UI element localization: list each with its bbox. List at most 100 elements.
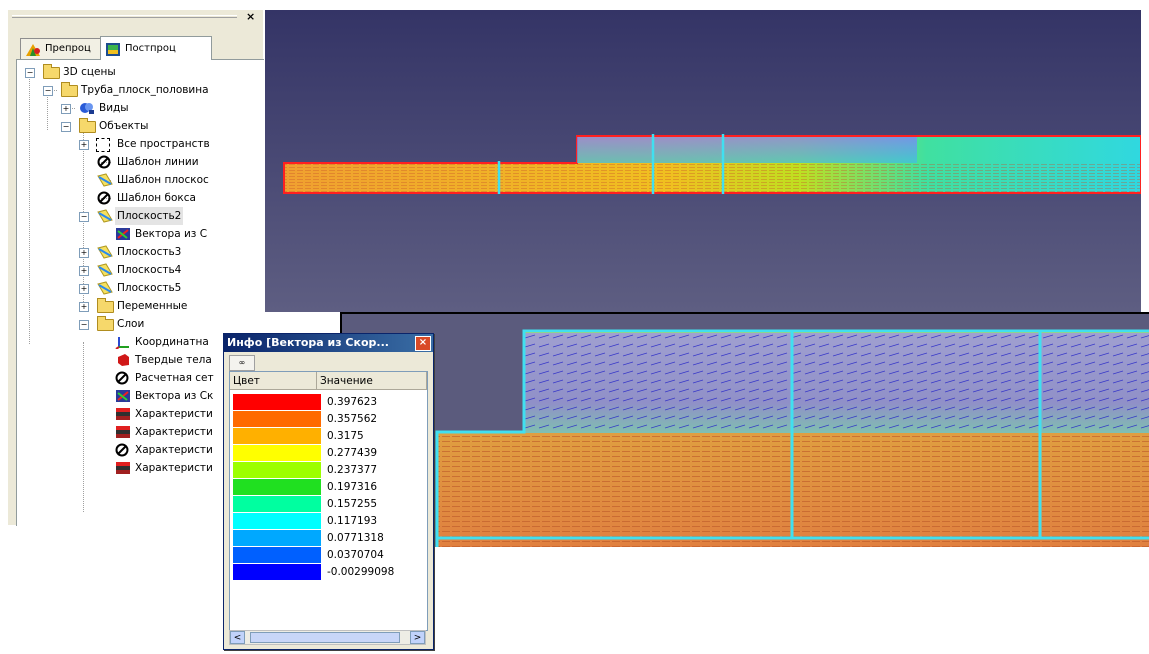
tree-expander[interactable]: −	[61, 122, 71, 132]
tree-item-layer-char3[interactable]: Характеристи	[97, 441, 264, 459]
flow-scene-zoom	[435, 329, 1149, 547]
tree-expander[interactable]: +	[79, 248, 89, 258]
tab-preprocessor-label: Препроц	[45, 43, 91, 54]
viewport-3d-zoom[interactable]	[340, 312, 1149, 547]
folder-icon	[97, 316, 114, 331]
tree-item-label: Труба_плоск_половина	[81, 84, 209, 96]
tree-item-plane2[interactable]: − Плоскость2	[79, 207, 264, 225]
column-header-value[interactable]: Значение	[317, 372, 427, 390]
legend-swatch	[233, 428, 321, 444]
tree-item-views[interactable]: + Виды	[61, 99, 256, 117]
plane-icon	[97, 209, 113, 223]
vectors-icon	[116, 390, 130, 402]
preprocessor-icon	[26, 44, 40, 56]
legend-value: 0.277439	[327, 447, 378, 459]
legend-value: 0.117193	[327, 515, 378, 527]
folder-icon	[97, 298, 114, 313]
legend-value: -0.00299098	[327, 566, 395, 578]
legend-swatch	[233, 564, 321, 580]
tree-item-label: Шаблон линии	[117, 156, 199, 168]
scene-tree: − 3D сцены − Труба_плоск_половина + Виды…	[16, 59, 264, 526]
tree-item-box-template[interactable]: Шаблон бокса	[79, 189, 264, 207]
tree-item-vectors[interactable]: Вектора из С	[97, 225, 264, 243]
tree-item-layer-char4[interactable]: Характеристи	[97, 459, 264, 477]
legend-value: 0.397623	[327, 396, 378, 408]
tree-item-label: Расчетная сет	[135, 372, 214, 384]
tree-item-label: Вектора из Ск	[135, 390, 214, 402]
tree-item-plane4[interactable]: + Плоскость4	[79, 261, 264, 279]
tree-item-label: Характеристи	[135, 444, 213, 456]
forbidden-icon	[97, 191, 111, 205]
characteristic-icon	[116, 408, 130, 420]
tree-expander[interactable]: −	[79, 320, 89, 330]
tree-item-layer-vectors[interactable]: Вектора из Ск	[97, 387, 264, 405]
info-window: Инфо [Вектора из Скор... × ∞ Цвет Значен…	[223, 333, 434, 650]
legend-swatch	[233, 479, 321, 495]
tree-item-plane3[interactable]: + Плоскость3	[79, 243, 264, 261]
tree-item-plane5[interactable]: + Плоскость5	[79, 279, 264, 297]
info-title-bar[interactable]: Инфо [Вектора из Скор... ×	[224, 334, 433, 352]
tree-item-layers[interactable]: − Слои	[79, 315, 264, 333]
horizontal-scrollbar[interactable]: < >	[229, 630, 426, 645]
tree-item-label: Все пространств	[117, 138, 210, 150]
tree-item-variables[interactable]: + Переменные	[79, 297, 264, 315]
tree-item-layer-solids[interactable]: Твердые тела	[97, 351, 264, 369]
plane-icon	[97, 245, 113, 259]
tree-item-label: Шаблон плоскос	[117, 174, 209, 186]
close-icon[interactable]: ×	[415, 336, 431, 351]
tree-expander[interactable]: +	[61, 104, 71, 114]
tree-item-project[interactable]: − Труба_плоск_половина	[43, 81, 258, 99]
tree-item-layer-char2[interactable]: Характеристи	[97, 423, 264, 441]
tree-item-label: Плоскость3	[117, 246, 182, 258]
vector-field	[285, 164, 1141, 192]
tree-item-label: Характеристи	[135, 462, 213, 474]
tree-item-label: Шаблон бокса	[117, 192, 196, 204]
tree-expander[interactable]: +	[79, 140, 89, 150]
tree-expander[interactable]: −	[79, 212, 89, 222]
solid-body-icon	[118, 354, 129, 366]
tree-item-label: Твердые тела	[135, 354, 212, 366]
tree-item-layer-coords[interactable]: Координатна	[97, 333, 264, 351]
tree-expander[interactable]: +	[79, 266, 89, 276]
tree-expander[interactable]: +	[79, 284, 89, 294]
legend-value: 0.0370704	[327, 549, 384, 561]
tree-item-label: Объекты	[99, 120, 149, 132]
panel-close-button[interactable]: ×	[246, 10, 256, 23]
tree-item-label: Переменные	[117, 300, 188, 312]
panel-title-bar[interactable]: ×	[8, 10, 263, 24]
tree-item-line-template[interactable]: Шаблон линии	[79, 153, 264, 171]
scroll-right-button[interactable]: >	[410, 631, 425, 644]
views-icon	[80, 103, 94, 114]
axes-icon	[115, 337, 129, 349]
legend-swatch	[233, 496, 321, 512]
tab-postprocessor[interactable]: Постпроц	[100, 36, 212, 60]
tree-expander[interactable]: −	[43, 86, 53, 96]
tree-item-layer-mesh[interactable]: Расчетная сет	[97, 369, 264, 387]
tree-item-label: 3D сцены	[63, 66, 116, 78]
link-icon[interactable]: ∞	[229, 355, 255, 371]
viewport-3d-main[interactable]	[265, 10, 1142, 312]
tree-item-label: Характеристи	[135, 408, 213, 420]
folder-icon	[79, 118, 96, 133]
panel-grip[interactable]	[12, 15, 237, 18]
tree-item-layer-char1[interactable]: Характеристи	[97, 405, 264, 423]
legend-swatch	[233, 513, 321, 529]
tree-item-label: Слои	[117, 318, 145, 330]
column-header-color[interactable]: Цвет	[230, 372, 317, 390]
tab-postprocessor-label: Постпроц	[125, 43, 176, 54]
legend-swatch	[233, 462, 321, 478]
tree-item-label: Плоскость4	[117, 264, 182, 276]
tree-item-all-spaces[interactable]: + Все пространств	[79, 135, 264, 153]
tree-item-3d-scenes[interactable]: − 3D сцены	[25, 63, 255, 81]
plane-icon	[97, 173, 113, 187]
tree-expander[interactable]: +	[79, 302, 89, 312]
tree-item-objects[interactable]: − Объекты	[61, 117, 256, 135]
tree-item-label: Виды	[99, 102, 129, 114]
tree-item-plane-template[interactable]: Шаблон плоскос	[79, 171, 264, 189]
characteristic-icon	[116, 462, 130, 474]
tree-expander[interactable]: −	[25, 68, 35, 78]
legend-value: 0.0771318	[327, 532, 384, 544]
all-spaces-icon	[96, 138, 110, 152]
scroll-left-button[interactable]: <	[230, 631, 245, 644]
scroll-thumb[interactable]	[250, 632, 400, 643]
